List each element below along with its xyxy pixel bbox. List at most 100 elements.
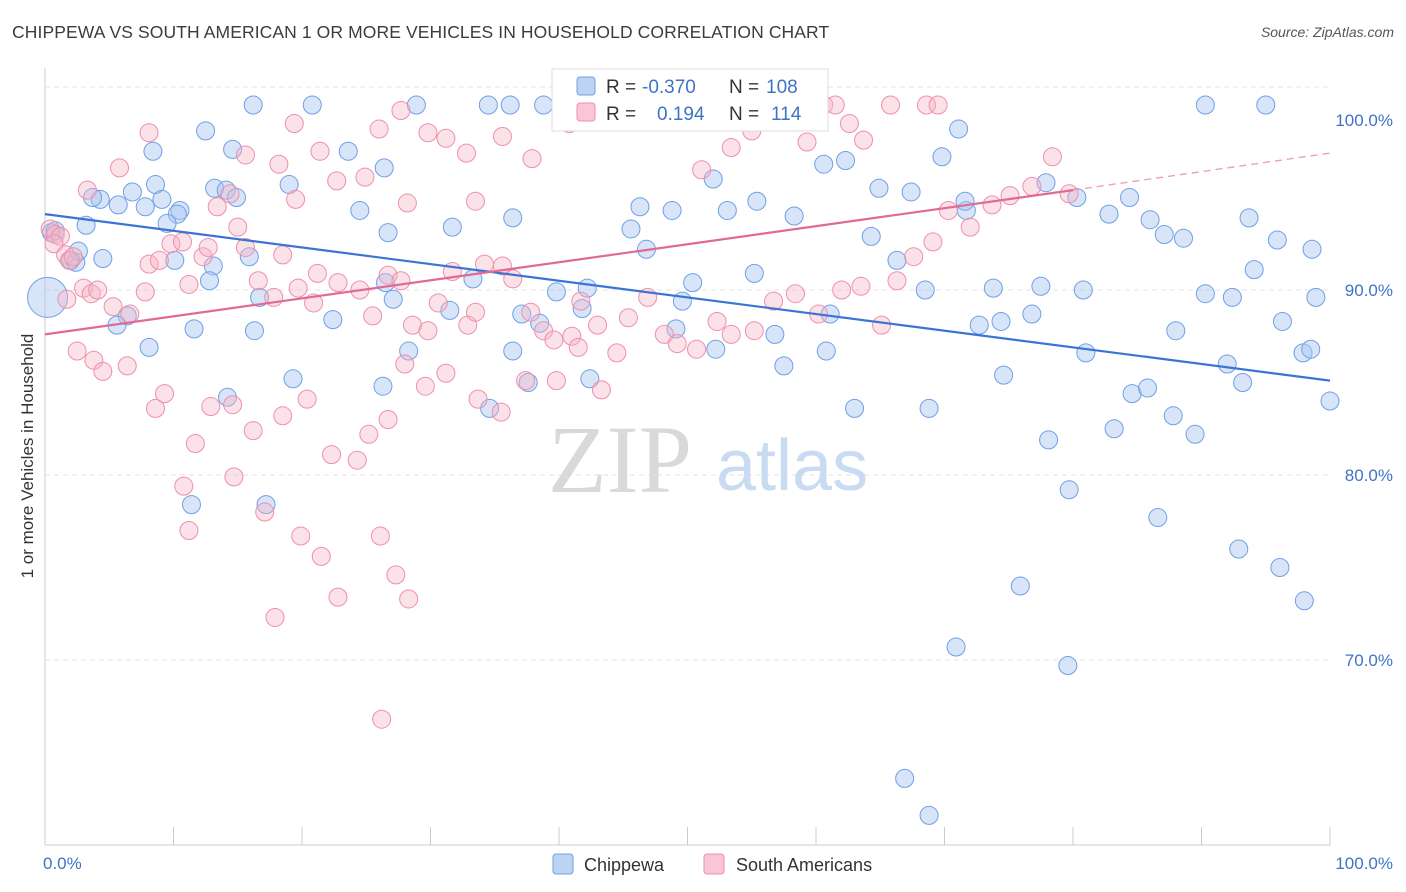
chippewa-point (816, 341, 836, 361)
chippewa-point (518, 373, 538, 392)
south-americans-point (692, 160, 712, 180)
chippewa-point (503, 341, 523, 361)
chippewa-point (302, 95, 322, 115)
south-americans-point (284, 114, 304, 133)
south-americans-point (40, 219, 60, 239)
south-americans-point (904, 247, 924, 267)
legend-n-value-2: 114 (771, 104, 802, 125)
south-americans-point (465, 302, 485, 322)
south-americans-point (269, 154, 289, 174)
chippewa-point (814, 154, 834, 174)
south-americans-point (174, 476, 194, 496)
chippewa-point (480, 398, 500, 418)
south-americans-point (359, 424, 379, 444)
chippewa-point (374, 158, 394, 178)
chippewa-point (1073, 280, 1093, 300)
chippewa-point (630, 197, 650, 217)
chippewa-point (500, 95, 520, 115)
south-americans-point (399, 589, 419, 609)
legend-swatch-chippewa (576, 76, 596, 96)
chippewa-point (256, 495, 276, 515)
y-tick-label: 90.0% (1345, 281, 1393, 300)
chippewa-point (901, 182, 921, 202)
chippewa-point (1233, 373, 1253, 392)
chippewa-point (135, 197, 155, 217)
chippewa-point (534, 95, 554, 115)
chippewa-point (350, 200, 370, 220)
south-americans-point (50, 226, 70, 246)
south-americans-point (347, 450, 367, 470)
chippewa-point (845, 398, 865, 418)
chippewa-point (1294, 591, 1314, 611)
chippewa-point (994, 365, 1014, 385)
south-americans-point (960, 217, 980, 237)
south-americans-point (139, 254, 159, 274)
chippewa-point (1058, 656, 1078, 676)
chippewa-point (1104, 419, 1124, 439)
south-americans-point (207, 197, 227, 217)
south-americans-point (103, 297, 123, 317)
chippewa-point (1010, 576, 1030, 596)
chippewa-point (143, 141, 163, 161)
chippewa-point (887, 250, 907, 270)
chippewa-point (184, 319, 204, 339)
chippewa-point (442, 217, 462, 237)
south-americans-point (220, 184, 240, 204)
chippewa-point (1229, 539, 1249, 559)
south-americans-point (832, 280, 852, 300)
legend-r-label-2: R = (606, 104, 636, 125)
south-americans-point (1042, 147, 1062, 167)
chippewa-point (1154, 225, 1174, 244)
chippewa-point (440, 300, 460, 320)
south-americans-point (369, 119, 389, 139)
chippewa-point (378, 223, 398, 243)
chippewa-point (1222, 287, 1242, 307)
chippewa-point (1022, 304, 1042, 324)
south-americans-point (286, 189, 306, 209)
chippewa-point (983, 278, 1003, 298)
chippewa-point (90, 189, 110, 209)
chippewa-point (383, 289, 403, 309)
chippewa-point (1163, 406, 1183, 426)
south-americans-point (917, 95, 937, 115)
south-americans-point (378, 265, 398, 285)
chippewa-point (662, 200, 682, 220)
south-americans-point (707, 311, 727, 331)
chippewa-point (216, 180, 236, 200)
bottom-legend-swatch-chippewa (552, 853, 574, 875)
south-americans-point (825, 95, 845, 115)
south-americans-point (81, 284, 101, 304)
chippewa-point (717, 200, 737, 220)
south-americans-point (193, 247, 213, 267)
chippewa-point (1148, 508, 1168, 528)
chippewa-point (919, 805, 939, 825)
chippewa-point (919, 398, 939, 418)
chippewa-point (223, 139, 243, 159)
chippewa-point (1244, 260, 1264, 280)
south-americans-point (291, 526, 311, 546)
chippewa-point (683, 273, 703, 293)
chippewa-point (1166, 321, 1186, 341)
south-americans-point (59, 250, 79, 270)
south-americans-point (854, 130, 874, 150)
south-americans-point (881, 95, 901, 115)
south-americans-point (88, 280, 108, 300)
chippewa-point (1185, 424, 1205, 444)
watermark-atlas: atlas (716, 426, 868, 506)
south-americans-point (887, 271, 907, 291)
chippewa-point (580, 369, 600, 389)
south-americans-point (764, 291, 784, 311)
chippewa-point (546, 282, 566, 302)
south-americans-point (67, 341, 87, 361)
south-americans-point (721, 138, 741, 158)
south-americans-point (288, 278, 308, 298)
chippewa-point (1320, 391, 1340, 411)
south-americans-point (588, 315, 608, 335)
legend-n-label-2: N = (729, 104, 759, 125)
watermark-zip: ZIP (548, 406, 692, 513)
south-americans-point (516, 371, 536, 391)
south-americans-point (544, 330, 564, 350)
chippewa-point (108, 195, 128, 215)
south-americans-point (57, 289, 77, 309)
